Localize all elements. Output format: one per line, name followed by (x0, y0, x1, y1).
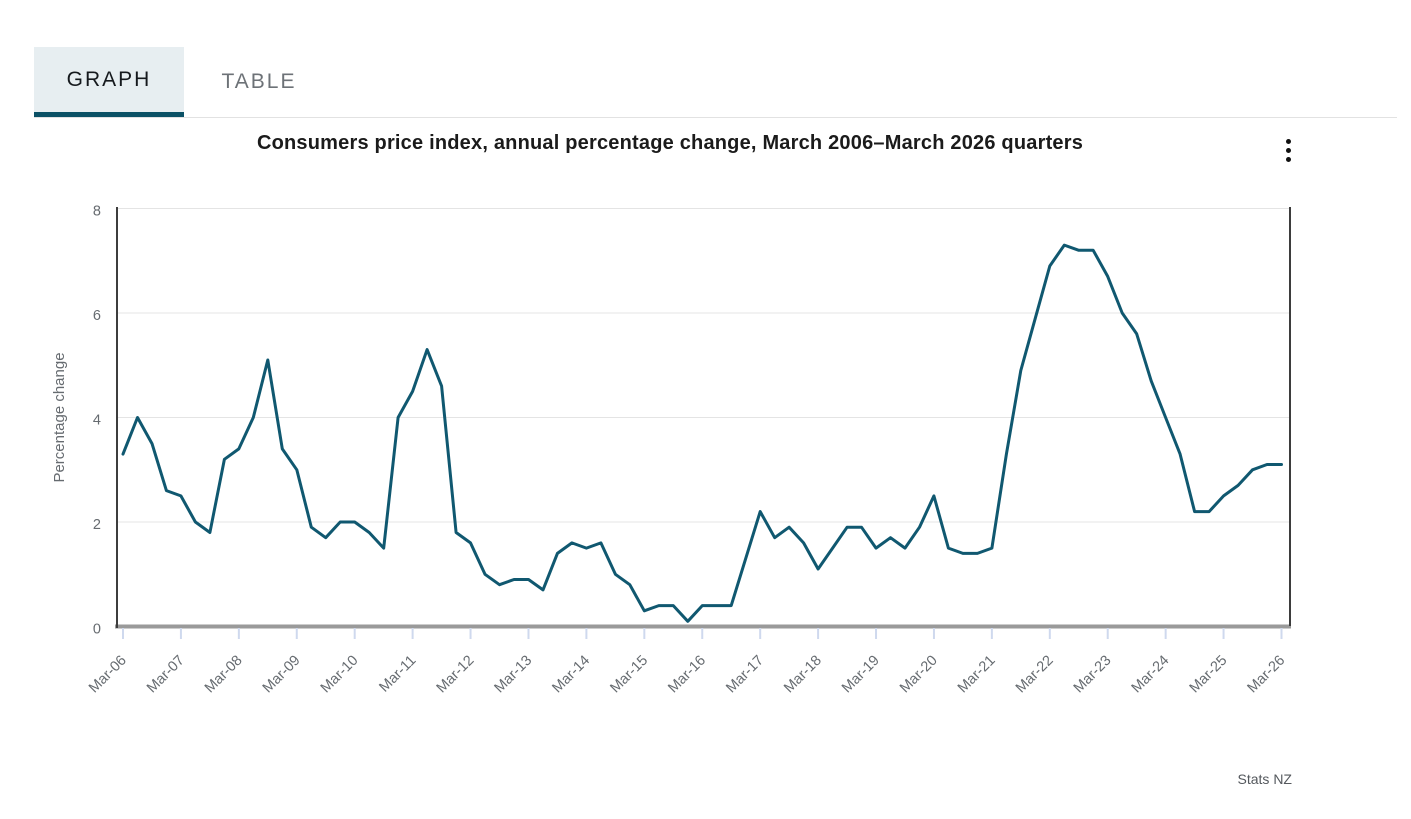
kebab-dot (1285, 156, 1291, 162)
svg-text:Mar-16: Mar-16 (665, 653, 709, 697)
svg-text:Mar-24: Mar-24 (1129, 653, 1173, 697)
svg-text:Mar-18: Mar-18 (781, 653, 825, 697)
svg-text:Mar-11: Mar-11 (376, 653, 419, 696)
svg-text:Mar-13: Mar-13 (492, 653, 536, 697)
svg-text:Mar-14: Mar-14 (549, 653, 593, 697)
y-gridlines (117, 208, 1290, 523)
svg-text:Mar-07: Mar-07 (144, 653, 188, 697)
svg-text:Mar-25: Mar-25 (1187, 653, 1231, 697)
tab-bar: GRAPH TABLE (34, 47, 1397, 118)
svg-text:Mar-23: Mar-23 (1071, 653, 1115, 697)
tab-graph-label: GRAPH (66, 67, 152, 91)
tab-graph[interactable]: GRAPH (34, 47, 184, 117)
source-attribution: Stats NZ (1237, 771, 1292, 787)
x-axis-ticks-labels: Mar-06 Mar-07 Mar-08 Mar-09 Mar-10 Mar-11 Mar-… (86, 628, 1288, 696)
y-axis-labels: 0 2 4 6 8 (93, 204, 101, 638)
svg-text:Mar-12: Mar-12 (434, 653, 478, 697)
svg-text:Mar-20: Mar-20 (897, 653, 941, 697)
svg-text:8: 8 (93, 204, 101, 220)
svg-text:Mar-21: Mar-21 (955, 653, 999, 697)
svg-text:2: 2 (93, 517, 101, 533)
kebab-dot (1285, 138, 1291, 144)
svg-text:Mar-10: Mar-10 (318, 653, 362, 697)
svg-text:Mar-22: Mar-22 (1013, 653, 1057, 697)
svg-text:Mar-08: Mar-08 (202, 653, 246, 697)
svg-text:Mar-19: Mar-19 (839, 653, 883, 697)
tab-table[interactable]: TABLE (184, 47, 334, 117)
y-axis-title: Percentage change (51, 352, 68, 482)
svg-text:Mar-09: Mar-09 (260, 653, 304, 697)
svg-text:Mar-26: Mar-26 (1245, 653, 1289, 697)
svg-text:6: 6 (93, 308, 101, 324)
svg-text:4: 4 (93, 413, 101, 429)
tab-table-label: TABLE (221, 70, 297, 93)
cpi-line-series (121, 243, 1283, 623)
svg-text:0: 0 (93, 622, 101, 638)
chart-options-menu-button[interactable] (1278, 134, 1298, 166)
chart-title: Consumers price index, annual percentage… (256, 132, 1084, 154)
svg-text:Mar-15: Mar-15 (607, 653, 651, 697)
axis-frame (115, 207, 1291, 629)
svg-text:Mar-17: Mar-17 (723, 653, 767, 697)
svg-text:Mar-06: Mar-06 (86, 653, 130, 697)
kebab-dot (1285, 147, 1291, 153)
